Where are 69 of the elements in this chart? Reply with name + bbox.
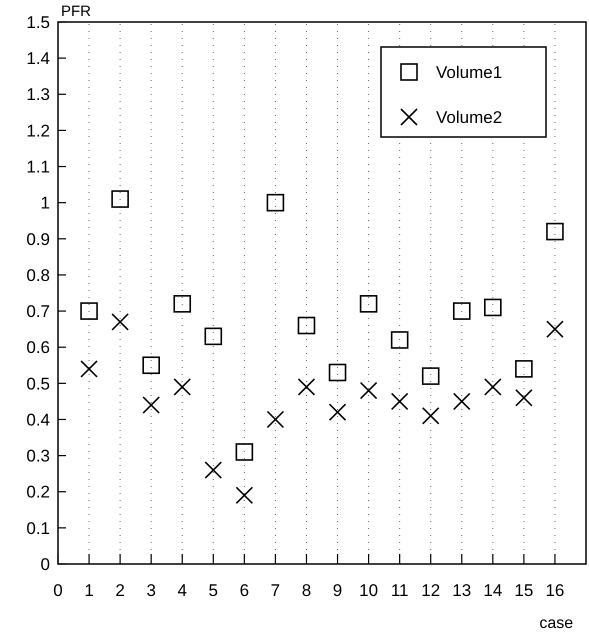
x-tick-label: 12 — [421, 581, 440, 600]
y-tick-label: 0.7 — [26, 302, 50, 322]
x-tick-label: 2 — [115, 581, 125, 600]
y-tick-label: 1.1 — [26, 157, 50, 176]
y-axis-title: PFR — [61, 3, 92, 20]
x-tick-label: 9 — [332, 581, 342, 600]
x-tick-label: 7 — [270, 581, 280, 600]
y-tick-label: 1.2 — [26, 121, 50, 140]
y-tick-label: 0.1 — [26, 518, 50, 538]
y-tick-label: 0.5 — [26, 374, 50, 394]
point — [266, 410, 284, 428]
point — [266, 194, 284, 212]
point — [80, 360, 98, 378]
point — [390, 392, 408, 410]
point — [422, 367, 440, 385]
x-tick-label: 15 — [514, 581, 534, 600]
point — [236, 443, 254, 461]
legend-label: Volume1 — [436, 62, 502, 82]
x-tick-label: 11 — [390, 581, 408, 600]
x-tick-label: 0 — [53, 581, 63, 600]
point — [515, 388, 533, 407]
x-tick-label: 16 — [545, 581, 564, 600]
x-tick-label: 4 — [178, 581, 187, 600]
point — [390, 331, 408, 349]
x-tick-label: 13 — [452, 581, 472, 600]
point — [111, 313, 129, 331]
point — [546, 320, 564, 338]
x-tick-label: 5 — [208, 581, 218, 600]
point — [328, 403, 346, 422]
point — [204, 461, 222, 479]
x-tick-label: 6 — [240, 581, 250, 600]
point — [173, 378, 192, 396]
point — [360, 295, 378, 313]
point — [111, 190, 129, 208]
x-tick-label: 8 — [302, 581, 312, 600]
point — [236, 486, 254, 504]
y-tick-label: 0.6 — [26, 338, 50, 358]
y-tick-label: 1.3 — [26, 85, 50, 104]
point — [452, 392, 471, 410]
point — [142, 356, 160, 374]
point — [546, 222, 564, 240]
point — [328, 364, 346, 382]
point — [298, 378, 316, 396]
point — [142, 396, 160, 414]
point — [298, 316, 316, 334]
y-tick-label: 0.4 — [26, 410, 50, 430]
y-tick-label: 0.3 — [26, 446, 50, 466]
point — [452, 302, 471, 320]
point — [484, 298, 502, 316]
y-tick-label: 1 — [40, 194, 50, 213]
x-tick-label: 1 — [84, 581, 94, 600]
point — [80, 302, 98, 320]
point — [484, 378, 502, 396]
y-tick-label: 0 — [40, 554, 50, 574]
point — [515, 360, 533, 378]
x-axis-title: case — [539, 615, 574, 632]
point — [360, 382, 378, 400]
y-tick-label: 0.8 — [26, 266, 50, 285]
point — [204, 328, 222, 346]
legend-label: Volume2 — [436, 108, 502, 127]
y-tick-label: 1.4 — [26, 49, 50, 68]
x-tick-label: 10 — [359, 581, 378, 600]
x-tick-label: 3 — [146, 581, 156, 600]
y-tick-label: 0.9 — [26, 230, 50, 249]
y-tick-label: 1.5 — [26, 12, 50, 32]
y-tick-label: 0.2 — [26, 482, 50, 502]
point — [173, 295, 192, 313]
x-tick-label: 14 — [483, 581, 502, 600]
point — [422, 407, 440, 425]
